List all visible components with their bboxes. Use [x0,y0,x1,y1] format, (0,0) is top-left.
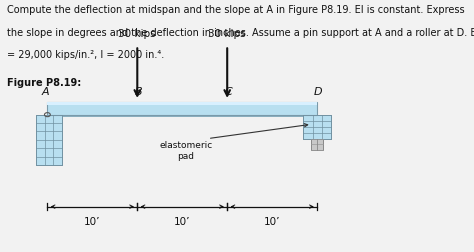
Text: the slope in degrees and the deflection in inches. Assume a pin support at A and: the slope in degrees and the deflection … [7,28,474,38]
Bar [311,139,323,150]
Text: D: D [314,86,323,97]
Bar [303,115,331,139]
Text: 10’: 10’ [84,217,100,227]
Text: Figure P8.19:: Figure P8.19: [7,78,82,88]
Text: 10’: 10’ [174,217,191,227]
Text: elastomeric
pad: elastomeric pad [159,141,212,161]
Bar [36,115,62,165]
Text: 30 kips: 30 kips [118,29,156,39]
Bar [47,114,317,117]
Bar [47,102,317,115]
Text: = 29,000 kips/in.², I = 2000 in.⁴.: = 29,000 kips/in.², I = 2000 in.⁴. [7,50,164,60]
Text: Compute the deflection at midspan and the slope at A in Figure P8.19. EI is cons: Compute the deflection at midspan and th… [7,5,465,15]
Text: B: B [135,86,142,97]
Text: A: A [42,86,50,97]
Bar [47,102,317,105]
Text: 10’: 10’ [264,217,281,227]
Text: C: C [224,86,232,97]
Text: 30 kips: 30 kips [209,29,246,39]
